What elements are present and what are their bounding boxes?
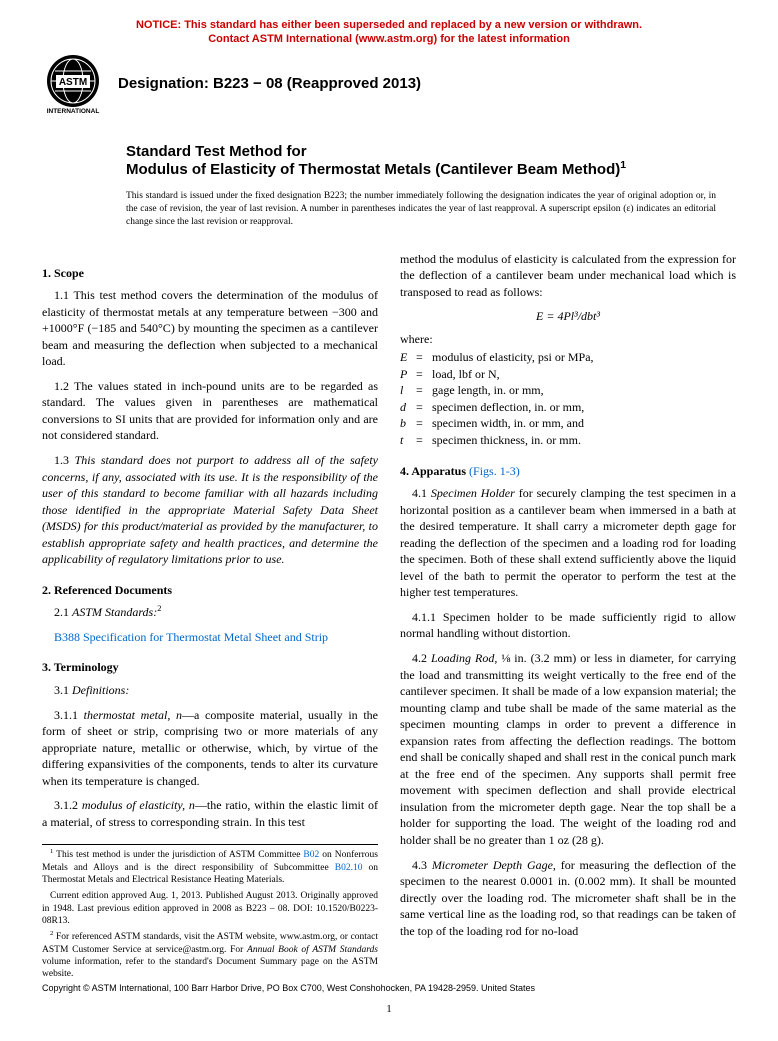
where-symbol: P — [400, 366, 416, 383]
fn2-b: volume information, refer to the standar… — [42, 957, 378, 979]
para-4-2-num: 4.2 — [412, 651, 431, 665]
title-footnote-mark: 1 — [620, 159, 626, 171]
where-equals: = — [416, 432, 432, 449]
para-4-2: 4.2 Loading Rod, ⅛ in. (3.2 mm) or less … — [400, 650, 736, 849]
para-1-3: 1.3 This standard does not purport to ad… — [42, 452, 378, 568]
para-4-1-body: for securely clamping the test specimen … — [400, 486, 736, 599]
where-symbol: b — [400, 415, 416, 432]
where-row: P=load, lbf or N, — [400, 366, 736, 383]
section-1-head: 1. Scope — [42, 265, 378, 282]
para-4-1-num: 4.1 — [412, 486, 431, 500]
designation: Designation: B223 − 08 (Reapproved 2013) — [118, 75, 421, 92]
title-prefix: Standard Test Method for — [126, 143, 736, 162]
para-1-3-text: This standard does not purport to addres… — [42, 453, 378, 566]
para-3-1-1: 3.1.1 thermostat metal, n—a composite ma… — [42, 707, 378, 790]
formula: E = 4Pl³/dbt³ — [400, 308, 736, 325]
figs-link[interactable]: (Figs. 1-3) — [469, 464, 520, 478]
para-4-3: 4.3 Micrometer Depth Gage, for measuring… — [400, 857, 736, 940]
where-equals: = — [416, 399, 432, 416]
section-4-head: 4. Apparatus (Figs. 1-3) — [400, 463, 736, 480]
where-row: E=modulus of elasticity, psi or MPa, — [400, 349, 736, 366]
where-def: specimen width, in. or mm, and — [432, 415, 736, 432]
where-list: E=modulus of elasticity, psi or MPa,P=lo… — [400, 349, 736, 448]
right-column: method the modulus of elasticity is calc… — [400, 251, 736, 985]
para-3-1-2-num: 3.1.2 — [54, 798, 82, 812]
where-def: modulus of elasticity, psi or MPa, — [432, 349, 736, 366]
astm-logo: ASTM INTERNATIONAL — [42, 53, 104, 115]
where-symbol: d — [400, 399, 416, 416]
where-row: l=gage length, in. or mm, — [400, 382, 736, 399]
notice-banner: NOTICE: This standard has either been su… — [42, 18, 736, 47]
para-2-1-sup: 2 — [157, 604, 161, 613]
para-2-1-num: 2.1 — [54, 605, 72, 619]
para-2-1-ital: ASTM Standards: — [72, 605, 157, 619]
fn1-a: This test method is under the jurisdicti… — [53, 850, 303, 860]
where-equals: = — [416, 382, 432, 399]
para-3-1: 3.1 Definitions: — [42, 682, 378, 699]
term-modulus: modulus of elasticity, n — [82, 798, 195, 812]
fn2-ital: Annual Book of ASTM Standards — [247, 945, 378, 955]
para-4-3-num: 4.3 — [412, 858, 432, 872]
left-column: 1. Scope 1.1 This test method covers the… — [42, 251, 378, 985]
where-symbol: E — [400, 349, 416, 366]
title-main: Modulus of Elasticity of Thermostat Meta… — [126, 161, 736, 180]
term-micrometer: Micrometer Depth Gage, — [432, 858, 556, 872]
para-3-1-2: 3.1.2 modulus of elasticity, n—the ratio… — [42, 797, 378, 830]
para-4-1: 4.1 Specimen Holder for securely clampin… — [400, 485, 736, 601]
body-columns: 1. Scope 1.1 This test method covers the… — [42, 251, 736, 985]
svg-text:ASTM: ASTM — [59, 77, 87, 88]
para-3-1-num: 3.1 — [54, 683, 72, 697]
page-number: 1 — [0, 1003, 778, 1015]
term-thermostat-metal: thermostat metal, n — [84, 708, 182, 722]
header-row: ASTM INTERNATIONAL Designation: B223 − 0… — [42, 53, 736, 115]
section-4-head-text: 4. Apparatus — [400, 464, 469, 478]
footnote-2: 2 For referenced ASTM standards, visit t… — [42, 931, 378, 980]
where-equals: = — [416, 415, 432, 432]
where-symbol: t — [400, 432, 416, 449]
section-3-head: 3. Terminology — [42, 659, 378, 676]
para-3-1-ital: Definitions: — [72, 683, 129, 697]
term-loading-rod: Loading Rod, — [431, 651, 497, 665]
section-2-head: 2. Referenced Documents — [42, 582, 378, 599]
copyright: Copyright © ASTM International, 100 Barr… — [42, 983, 736, 993]
where-symbol: l — [400, 382, 416, 399]
where-def: load, lbf or N, — [432, 366, 736, 383]
where-label: where: — [400, 331, 736, 348]
where-row: d=specimen deflection, in. or mm, — [400, 399, 736, 416]
para-1-1: 1.1 This test method covers the determin… — [42, 287, 378, 370]
where-def: specimen thickness, in. or mm. — [432, 432, 736, 449]
notice-line1: NOTICE: This standard has either been su… — [136, 19, 642, 31]
para-3-1-1-num: 3.1.1 — [54, 708, 84, 722]
footnotes: 1 This test method is under the jurisdic… — [42, 844, 378, 980]
term-specimen-holder: Specimen Holder — [431, 486, 515, 500]
footnote-1b: Current edition approved Aug. 1, 2013. P… — [42, 890, 378, 927]
fn1-link-b02[interactable]: B02 — [303, 850, 319, 860]
para-1-2: 1.2 The values stated in inch-pound unit… — [42, 378, 378, 444]
where-def: gage length, in. or mm, — [432, 382, 736, 399]
where-row: b=specimen width, in. or mm, and — [400, 415, 736, 432]
footnote-1: 1 This test method is under the jurisdic… — [42, 849, 378, 886]
where-equals: = — [416, 366, 432, 383]
para-cont: method the modulus of elasticity is calc… — [400, 251, 736, 301]
para-4-2-body: ⅛ in. (3.2 mm) or less in diameter, for … — [400, 651, 736, 847]
svg-text:INTERNATIONAL: INTERNATIONAL — [47, 108, 100, 115]
title-main-text: Modulus of Elasticity of Thermostat Meta… — [126, 161, 620, 178]
para-2-1: 2.1 ASTM Standards:2 — [42, 604, 378, 621]
where-def: specimen deflection, in. or mm, — [432, 399, 736, 416]
issuance-note: This standard is issued under the fixed … — [126, 190, 716, 228]
para-4-1-1: 4.1.1 Specimen holder to be made suffici… — [400, 609, 736, 642]
page: NOTICE: This standard has either been su… — [0, 0, 778, 1041]
ref-b388-link[interactable]: B388 Specification for Thermostat Metal … — [42, 629, 378, 646]
notice-line2: Contact ASTM International (www.astm.org… — [208, 33, 570, 45]
where-row: t=specimen thickness, in. or mm. — [400, 432, 736, 449]
fn1-link-b0210[interactable]: B02.10 — [335, 863, 363, 873]
title-block: Standard Test Method for Modulus of Elas… — [126, 143, 736, 181]
where-equals: = — [416, 349, 432, 366]
